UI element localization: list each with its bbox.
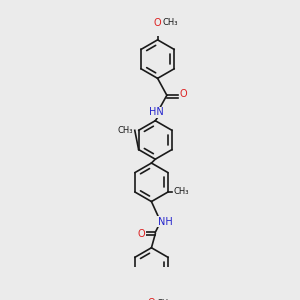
- Text: O: O: [148, 298, 155, 300]
- Text: NH: NH: [158, 217, 173, 226]
- Text: HN: HN: [149, 107, 164, 117]
- Text: CH₃: CH₃: [118, 126, 133, 135]
- Text: CH₃: CH₃: [173, 188, 189, 196]
- Text: O: O: [180, 89, 188, 99]
- Text: O: O: [154, 18, 161, 28]
- Text: O: O: [138, 229, 145, 239]
- Text: CH₃: CH₃: [162, 18, 178, 27]
- Text: CH₃: CH₃: [156, 299, 172, 300]
